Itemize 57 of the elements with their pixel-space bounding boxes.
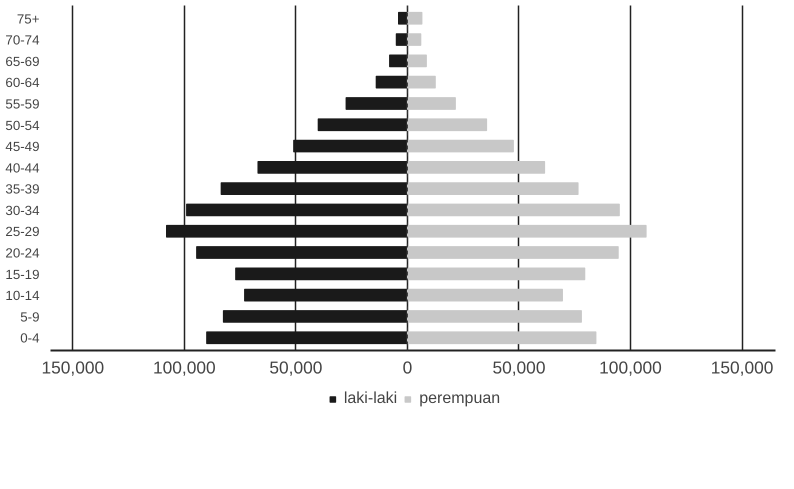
y-tick-label: 0-4 [20, 330, 40, 346]
y-tick-label: 50-54 [5, 118, 40, 133]
bar [406, 182, 579, 196]
bar [406, 204, 620, 216]
x-tick-label: 150,000 [710, 358, 774, 378]
bar [406, 140, 514, 152]
bar [186, 204, 408, 216]
bar [406, 288, 563, 302]
x-tick-label: 100,000 [153, 358, 216, 378]
y-tick-label: 45-49 [5, 139, 40, 154]
bar [406, 310, 582, 323]
bar [244, 288, 408, 302]
bar [406, 54, 427, 68]
y-tick-label: 10-14 [5, 288, 40, 304]
bar [196, 246, 408, 259]
x-tick-label: 100,000 [599, 358, 662, 378]
y-tick-label: 75+ [16, 11, 40, 26]
y-tick-label: 60-64 [5, 75, 40, 90]
bar [293, 140, 408, 152]
bar [222, 310, 408, 323]
bar [406, 267, 586, 280]
y-tick-label: 40-44 [5, 160, 40, 176]
y-tick-label: 15-19 [5, 266, 40, 282]
bar [406, 76, 436, 89]
legend-label: laki-laki [344, 390, 398, 408]
x-tick-label: 150,000 [41, 358, 104, 378]
bar [406, 33, 422, 46]
y-tick-label: 20-24 [5, 246, 40, 261]
y-tick-label: 25-29 [5, 224, 40, 240]
y-tick-label: 30-34 [5, 202, 40, 218]
x-tick-label: 50,000 [269, 358, 322, 378]
bar [389, 54, 408, 68]
bar [398, 12, 408, 25]
bar [406, 331, 596, 344]
bar [406, 118, 488, 132]
bar [346, 97, 408, 110]
y-tick-label: 65-69 [5, 54, 40, 69]
bar [396, 33, 408, 46]
legend-label: perempuan [419, 390, 500, 408]
bar [220, 182, 408, 196]
bar [406, 97, 456, 110]
bar [166, 224, 408, 238]
y-tick-label: 5-9 [20, 309, 40, 324]
y-tick-label: 55-59 [5, 96, 40, 112]
bar [235, 267, 408, 280]
bar [376, 76, 408, 89]
bar [206, 331, 408, 344]
y-tick-label: 35-39 [5, 182, 40, 197]
bar [318, 118, 408, 132]
bar [406, 224, 647, 238]
bar [257, 160, 408, 174]
bar [406, 160, 546, 174]
bar [406, 246, 619, 259]
bar [406, 12, 422, 25]
x-tick-label: 50,000 [492, 358, 546, 378]
y-tick-label: 70-74 [5, 32, 40, 48]
x-tick-label: 0 [402, 358, 412, 378]
